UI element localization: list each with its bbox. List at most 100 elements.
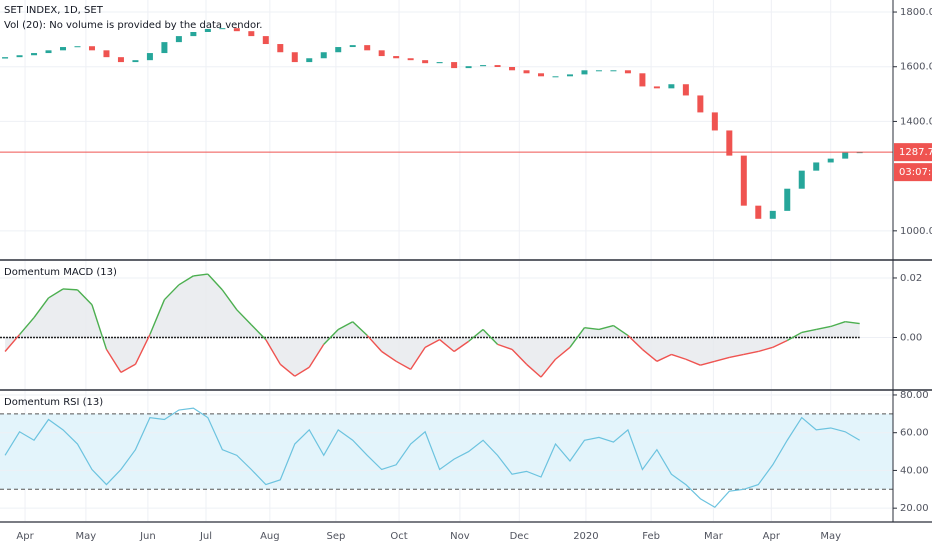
macd-segment xyxy=(76,289,93,306)
candle xyxy=(190,31,197,37)
candle xyxy=(378,50,385,57)
macd-segment xyxy=(236,309,252,326)
candle xyxy=(407,58,414,61)
macd-segment xyxy=(786,331,803,342)
macd-segment xyxy=(105,349,122,373)
macd-segment xyxy=(772,339,788,348)
candle xyxy=(697,95,704,113)
macd-segment xyxy=(482,328,499,345)
macd-segment xyxy=(830,321,846,328)
x-tick-label: Apr xyxy=(763,531,781,542)
macd-segment xyxy=(453,340,469,353)
candle xyxy=(682,84,689,96)
macd-segment xyxy=(178,275,194,286)
macd-segment xyxy=(801,328,817,334)
macd-segment xyxy=(613,325,629,336)
macd-segment xyxy=(641,348,658,362)
candle xyxy=(219,28,226,30)
macd-segment xyxy=(120,363,136,373)
candle xyxy=(45,50,52,54)
candle xyxy=(277,44,284,53)
candle xyxy=(248,31,255,37)
macd-segment xyxy=(671,353,687,360)
candle xyxy=(117,57,124,63)
candle xyxy=(451,62,458,69)
macd-segment xyxy=(337,321,354,331)
y-tick-label: 0.00 xyxy=(900,333,922,344)
macd-segment xyxy=(714,356,730,362)
y-tick-label: 1600.00 xyxy=(900,62,932,73)
candle xyxy=(2,57,9,59)
macd-segment xyxy=(410,346,426,370)
macd-segment xyxy=(555,346,571,360)
macd-segment xyxy=(193,273,208,277)
candle xyxy=(740,155,747,206)
macd-segment xyxy=(366,334,383,352)
macd-segment xyxy=(598,324,614,331)
macd-segment xyxy=(656,353,672,362)
macd-segment xyxy=(845,321,860,325)
candle xyxy=(581,70,588,75)
candle xyxy=(320,52,327,59)
candle xyxy=(813,162,820,171)
candle xyxy=(566,74,573,77)
candle xyxy=(233,28,240,32)
candle xyxy=(262,36,269,45)
macd-segment xyxy=(19,317,35,335)
candle xyxy=(349,45,356,48)
candle xyxy=(88,46,95,51)
candle xyxy=(175,36,182,43)
candle xyxy=(465,66,472,69)
y-tick-label: 60.00 xyxy=(900,428,929,439)
countdown-label: 03:07:52 xyxy=(899,167,932,178)
candle xyxy=(827,158,834,163)
candle xyxy=(31,53,38,56)
macd-area xyxy=(5,274,860,378)
macd-title: Domentum MACD (13) xyxy=(4,267,117,278)
x-tick-label: Nov xyxy=(450,531,470,542)
candle xyxy=(291,52,298,63)
y-tick-label: 80.00 xyxy=(900,390,929,401)
macd-segment xyxy=(48,288,64,299)
candle xyxy=(842,152,849,159)
x-tick-label: May xyxy=(76,531,97,542)
macd-segment xyxy=(381,350,397,362)
macd-segment xyxy=(700,360,716,366)
candle xyxy=(364,45,371,51)
macd-segment xyxy=(627,334,643,350)
x-tick-label: Jul xyxy=(199,531,212,542)
candle xyxy=(335,47,342,53)
macd-segment xyxy=(4,334,21,352)
labels: SET INDEX, 1D, SET Vol (20): No volume i… xyxy=(4,5,932,542)
x-tick-label: Feb xyxy=(642,531,660,542)
macd-segment xyxy=(758,346,773,353)
macd-segment xyxy=(134,334,151,365)
macd-segment xyxy=(207,273,223,291)
x-tick-label: May xyxy=(820,531,841,542)
macd-segment xyxy=(816,325,831,331)
macd-segment xyxy=(729,353,744,359)
x-tick-label: Jun xyxy=(139,531,156,542)
candle xyxy=(422,60,429,64)
candle xyxy=(538,73,545,77)
macd-segment xyxy=(308,343,325,368)
macd-segment xyxy=(279,363,296,377)
macd-segment xyxy=(294,366,310,377)
x-tick-label: 2020 xyxy=(573,531,598,542)
candle xyxy=(393,56,400,59)
candle xyxy=(798,170,805,189)
macd-segment xyxy=(62,288,78,291)
macd-segment xyxy=(511,348,528,365)
macd-segment xyxy=(352,321,368,336)
candle xyxy=(595,70,602,72)
candle xyxy=(552,76,559,78)
candle xyxy=(103,50,110,58)
chart-subtitle: Vol (20): No volume is provided by the d… xyxy=(4,20,262,31)
candle xyxy=(711,112,718,131)
candle xyxy=(161,42,168,54)
macd-segment xyxy=(323,328,339,345)
rsi-band xyxy=(0,413,893,490)
candle xyxy=(132,60,139,63)
candle xyxy=(769,210,776,219)
candle xyxy=(523,70,530,74)
